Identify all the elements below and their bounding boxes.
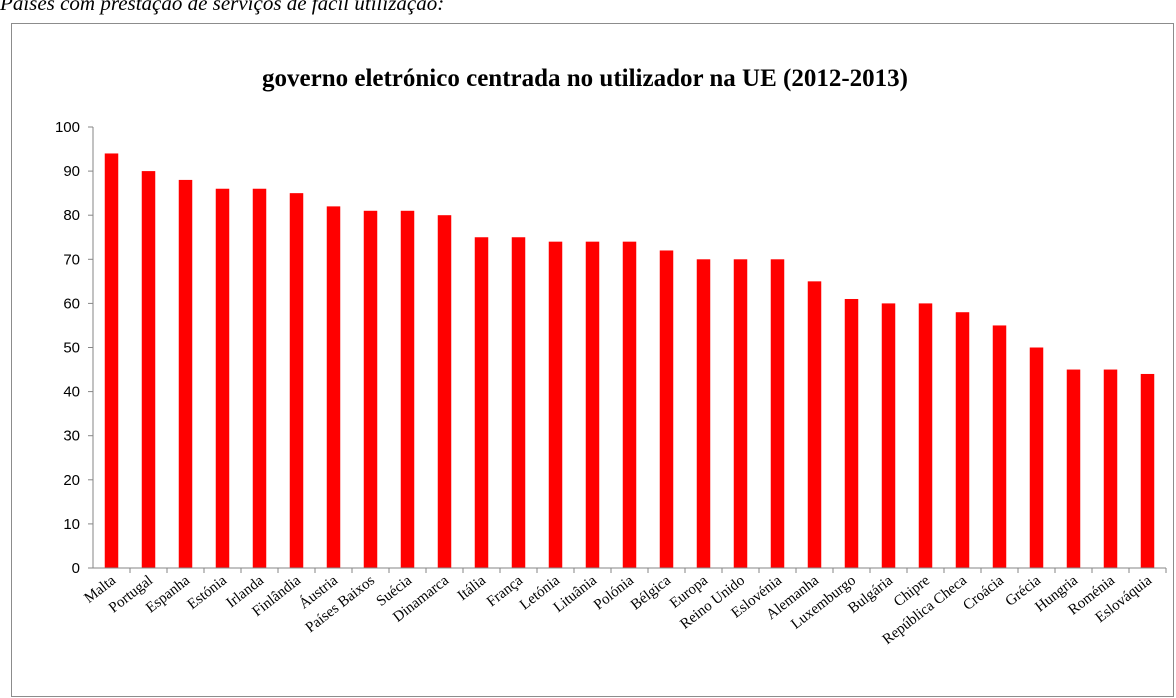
bar xyxy=(696,259,711,568)
bar xyxy=(1103,369,1118,568)
bar xyxy=(1029,347,1044,568)
bar xyxy=(622,241,637,568)
x-category-label: Bélgica xyxy=(628,572,674,613)
y-tick-label: 10 xyxy=(63,516,80,533)
y-tick-label: 100 xyxy=(55,119,80,136)
x-axis: MaltaPortugalEspanhaEstóniaIrlandaFinlân… xyxy=(82,567,1167,648)
y-tick-label: 90 xyxy=(63,163,80,180)
y-tick-label: 20 xyxy=(63,472,80,489)
chart-title: governo eletrónico centrada no utilizado… xyxy=(262,65,908,92)
bar xyxy=(141,171,156,568)
y-tick-label: 0 xyxy=(72,560,80,577)
bars xyxy=(104,153,1155,569)
bar xyxy=(585,241,600,568)
x-category-label: Estónia xyxy=(185,572,231,613)
x-category-label: Lituânia xyxy=(551,572,601,616)
bar xyxy=(437,215,452,568)
bar xyxy=(918,303,933,568)
bar xyxy=(215,188,230,569)
bar xyxy=(548,241,563,568)
bar xyxy=(733,259,748,568)
bar xyxy=(104,153,119,568)
x-category-label: Polónia xyxy=(591,572,637,613)
bar xyxy=(1140,373,1155,568)
bar xyxy=(770,259,785,568)
bar xyxy=(955,312,970,568)
bar xyxy=(363,210,378,569)
bar xyxy=(474,237,489,568)
bar xyxy=(659,250,674,569)
y-tick-label: 40 xyxy=(63,384,80,401)
bar xyxy=(807,281,822,568)
y-tick-label: 60 xyxy=(63,295,80,312)
bar xyxy=(326,206,341,568)
y-tick-label: 80 xyxy=(63,207,80,224)
bar xyxy=(881,303,896,568)
y-tick-label: 50 xyxy=(63,340,80,357)
page-caption: Países com prestação de serviços de fáci… xyxy=(0,0,445,15)
bar xyxy=(992,325,1007,568)
y-tick-label: 30 xyxy=(63,428,80,445)
bar xyxy=(844,298,859,568)
bar xyxy=(178,179,193,569)
y-axis: 0 10 20 30 40 50 60 70 80 90 100 xyxy=(55,119,94,577)
bar xyxy=(1066,369,1081,568)
bar xyxy=(400,210,415,569)
x-category-label: Croácia xyxy=(960,572,1007,614)
bar xyxy=(511,237,526,568)
bar xyxy=(252,188,267,569)
bar xyxy=(289,193,304,568)
y-tick-label: 70 xyxy=(63,251,80,268)
